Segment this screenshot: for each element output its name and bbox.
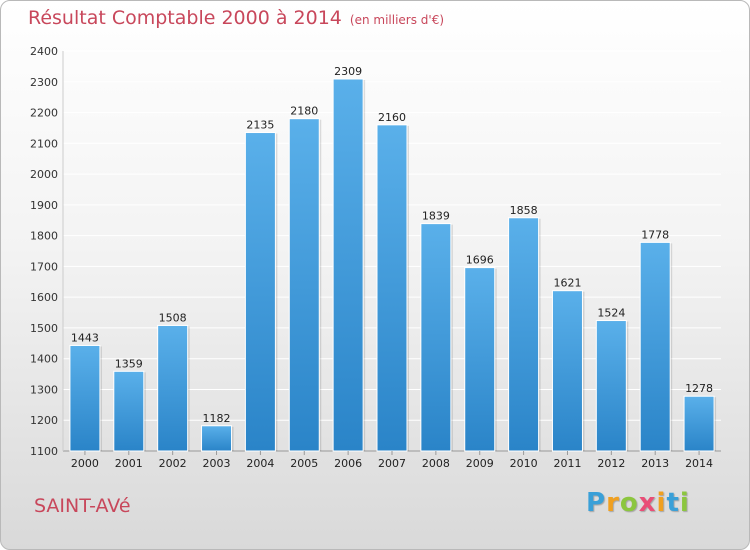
y-tick-label: 2400 [30,45,58,58]
x-tick-label: 2012 [597,457,625,470]
bar [595,320,627,452]
bar [288,118,320,452]
data-label: 2160 [378,111,406,124]
logo-letter: x [638,488,657,518]
x-tick-label: 2009 [466,457,494,470]
y-tick-label: 1800 [30,230,58,243]
x-tick-label: 2014 [685,457,713,470]
chart-title-text: Résultat Comptable 2000 à 2014 [28,7,342,29]
y-tick-label: 1600 [30,291,58,304]
x-tick-label: 2006 [334,457,362,470]
data-label: 1621 [553,277,581,290]
bar [69,344,101,452]
x-tick-label: 2000 [71,457,99,470]
logo-letter: r [606,488,620,518]
logo-letter: i [679,488,690,518]
y-tick-label: 1200 [30,414,58,427]
logo-letter: P [586,488,607,518]
y-tick-label: 2000 [30,168,58,181]
x-tick-label: 2007 [378,457,406,470]
bar [551,290,583,452]
chart-subtitle: (en milliers d'€) [349,13,445,27]
logo-letter: i [656,488,667,518]
y-tick-label: 1300 [30,383,58,396]
bar [420,223,452,452]
data-label: 1696 [466,254,494,267]
data-label: 1508 [159,311,187,324]
x-tick-label: 2003 [203,457,231,470]
data-label: 1778 [641,228,669,241]
data-label: 2180 [290,105,318,118]
data-label: 1359 [115,357,143,370]
x-tick-label: 2011 [553,457,581,470]
chart-title: Résultat Comptable 2000 à 2014 (en millie… [28,7,444,29]
data-label: 1443 [71,331,99,344]
x-tick-label: 2002 [159,457,187,470]
location-label: SAINT-AVé [34,495,131,517]
x-tick-label: 2001 [115,457,143,470]
bar [376,124,408,452]
y-tick-label: 1900 [30,199,58,212]
bar [157,324,189,452]
bar [639,241,671,452]
x-tick-label: 2005 [290,457,318,470]
data-label: 1524 [597,307,625,320]
y-tick-label: 1700 [30,260,58,273]
logo-letter: o [619,488,639,518]
y-tick-label: 2300 [30,76,58,89]
x-tick-label: 2008 [422,457,450,470]
y-tick-label: 1100 [30,445,58,458]
data-label: 1839 [422,210,450,223]
data-label: 1858 [510,204,538,217]
y-tick-label: 2200 [30,107,58,120]
data-label: 1278 [685,382,713,395]
bar [332,78,364,452]
y-tick-label: 2100 [30,137,58,150]
bar [244,132,276,452]
logo-letter: t [666,488,680,518]
data-label: 1182 [203,412,231,425]
bar [508,217,540,452]
y-tick-label: 1500 [30,322,58,335]
bar [464,267,496,452]
y-tick-label: 1400 [30,353,58,366]
proxiti-logo: Proxiti [586,488,690,518]
x-tick-label: 2013 [641,457,669,470]
bar [201,425,233,452]
x-tick-label: 2010 [510,457,538,470]
data-label: 2135 [246,119,274,132]
x-tick-label: 2004 [246,457,274,470]
bar [113,370,145,452]
bar [683,395,715,452]
data-label: 2309 [334,65,362,78]
